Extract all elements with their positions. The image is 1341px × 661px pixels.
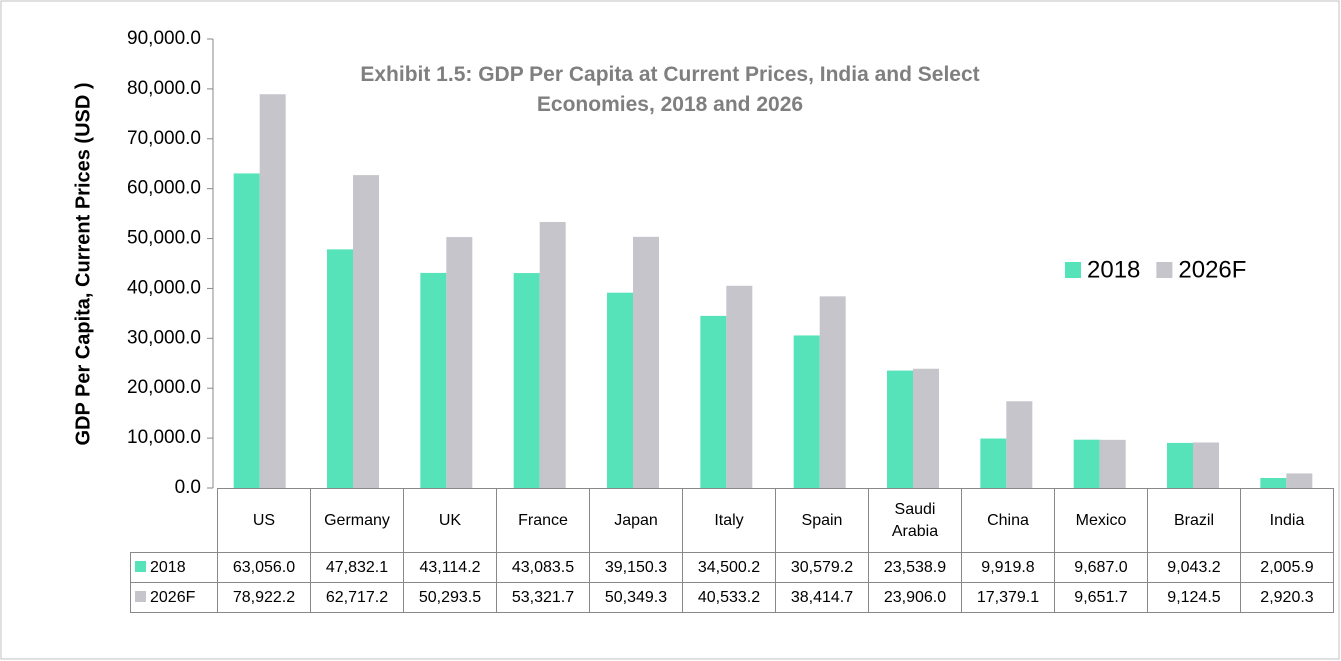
legend-swatch	[1156, 262, 1173, 278]
data-label: 38,414.7	[775, 582, 869, 613]
legend-swatch	[135, 560, 146, 572]
data-label: 2,005.9	[1240, 552, 1334, 583]
legend-label: 2018	[150, 558, 186, 576]
x-tick-label: Italy	[682, 488, 776, 553]
bar	[327, 249, 353, 488]
y-tick-label: 90,000.0	[127, 28, 201, 49]
bar	[353, 175, 379, 489]
y-tick-label: 80,000.0	[127, 78, 201, 99]
x-tick-label: Brazil	[1147, 488, 1241, 553]
bar	[233, 173, 260, 488]
bar	[446, 237, 473, 488]
data-label: 17,379.1	[961, 582, 1055, 613]
data-label: 62,717.2	[310, 582, 404, 613]
legend-label: 2026F	[1178, 256, 1246, 283]
bar	[607, 292, 633, 488]
x-tick-label: China	[961, 488, 1055, 553]
data-label: 9,043.2	[1147, 552, 1241, 583]
data-label: 50,349.3	[589, 582, 683, 613]
y-tick-label: 50,000.0	[127, 228, 201, 249]
data-label: 43,114.2	[403, 552, 497, 583]
bar	[1167, 442, 1193, 488]
bar	[887, 370, 913, 488]
data-label: 9,651.7	[1054, 582, 1148, 613]
chart-title: Exhibit 1.5: GDP Per Capita at Current P…	[360, 63, 980, 116]
data-label: 43,083.5	[496, 552, 590, 583]
y-tick-label: 20,000.0	[127, 377, 201, 398]
x-tick-label: Japan	[589, 488, 683, 553]
x-tick-label: UK	[403, 488, 497, 553]
y-tick-label: 10,000.0	[127, 427, 201, 448]
bar	[259, 94, 286, 488]
table-row: 2018 63,056.0 47,832.1 43,114.2 43,083.5 39,1…	[130, 552, 1334, 583]
bar	[1006, 401, 1033, 488]
bar	[420, 272, 447, 488]
bar	[913, 368, 939, 488]
bar	[513, 273, 540, 488]
data-label: 53,321.7	[496, 582, 590, 613]
y-tick-label: 0.0	[175, 477, 201, 498]
legend-label: 2026F	[150, 588, 196, 606]
data-label: 2,920.3	[1240, 582, 1334, 613]
x-tick-label: Spain	[775, 488, 869, 553]
bar	[1073, 439, 1100, 488]
x-tick-label: US	[217, 488, 311, 553]
data-label: 39,150.3	[589, 552, 683, 583]
table-header-row: US Germany UK France Japan Italy Spain Saudi Ar…	[131, 488, 1334, 553]
y-tick-label: 40,000.0	[127, 277, 201, 298]
bar	[1193, 442, 1219, 488]
data-label: 23,906.0	[868, 582, 962, 613]
data-label: 63,056.0	[217, 552, 311, 583]
x-tick-label: Saudi Arabia	[868, 488, 962, 553]
table-legend-cell: 2026F	[130, 582, 218, 613]
legend: 2018 2026F	[1065, 256, 1246, 283]
x-tick-label: Germany	[310, 488, 404, 553]
x-tick-label: France	[496, 488, 590, 553]
bar	[980, 438, 1007, 488]
data-label: 9,919.8	[961, 552, 1055, 583]
data-label: 9,124.5	[1147, 582, 1241, 613]
bar	[633, 236, 659, 488]
data-label: 50,293.5	[403, 582, 497, 613]
bar	[726, 285, 753, 488]
y-axis-label: GDP Per Capita, Current Prices (USD )	[72, 82, 94, 445]
data-label: 47,832.1	[310, 552, 404, 583]
data-label: 23,538.9	[868, 552, 962, 583]
table-legend-cell: 2018	[130, 552, 218, 583]
bar	[700, 315, 727, 488]
table-corner	[131, 489, 218, 553]
data-table: US Germany UK France Japan Italy Spain Saudi Ar…	[130, 488, 1334, 613]
data-label: 78,922.2	[217, 582, 311, 613]
legend-swatch	[135, 590, 146, 602]
data-label: 34,500.2	[682, 552, 776, 583]
x-tick-label: Mexico	[1054, 488, 1148, 553]
bar	[1099, 439, 1126, 488]
table-row: 2026F 78,922.2 62,717.2 50,293.5 53,321.7 50,…	[130, 582, 1334, 613]
bar	[1286, 473, 1313, 488]
bar	[1260, 477, 1287, 488]
y-tick-label: 30,000.0	[127, 327, 201, 348]
bar	[539, 221, 566, 489]
y-tick-label: 60,000.0	[127, 178, 201, 199]
data-label: 30,579.2	[775, 552, 869, 583]
data-label: 9,687.0	[1054, 552, 1148, 583]
legend-swatch	[1065, 262, 1081, 278]
y-tick-label: 70,000.0	[127, 128, 201, 149]
x-tick-label: India	[1240, 488, 1334, 553]
legend-label: 2018	[1087, 256, 1140, 283]
data-label: 40,533.2	[682, 582, 776, 613]
bar	[819, 296, 846, 488]
bar	[793, 335, 820, 488]
